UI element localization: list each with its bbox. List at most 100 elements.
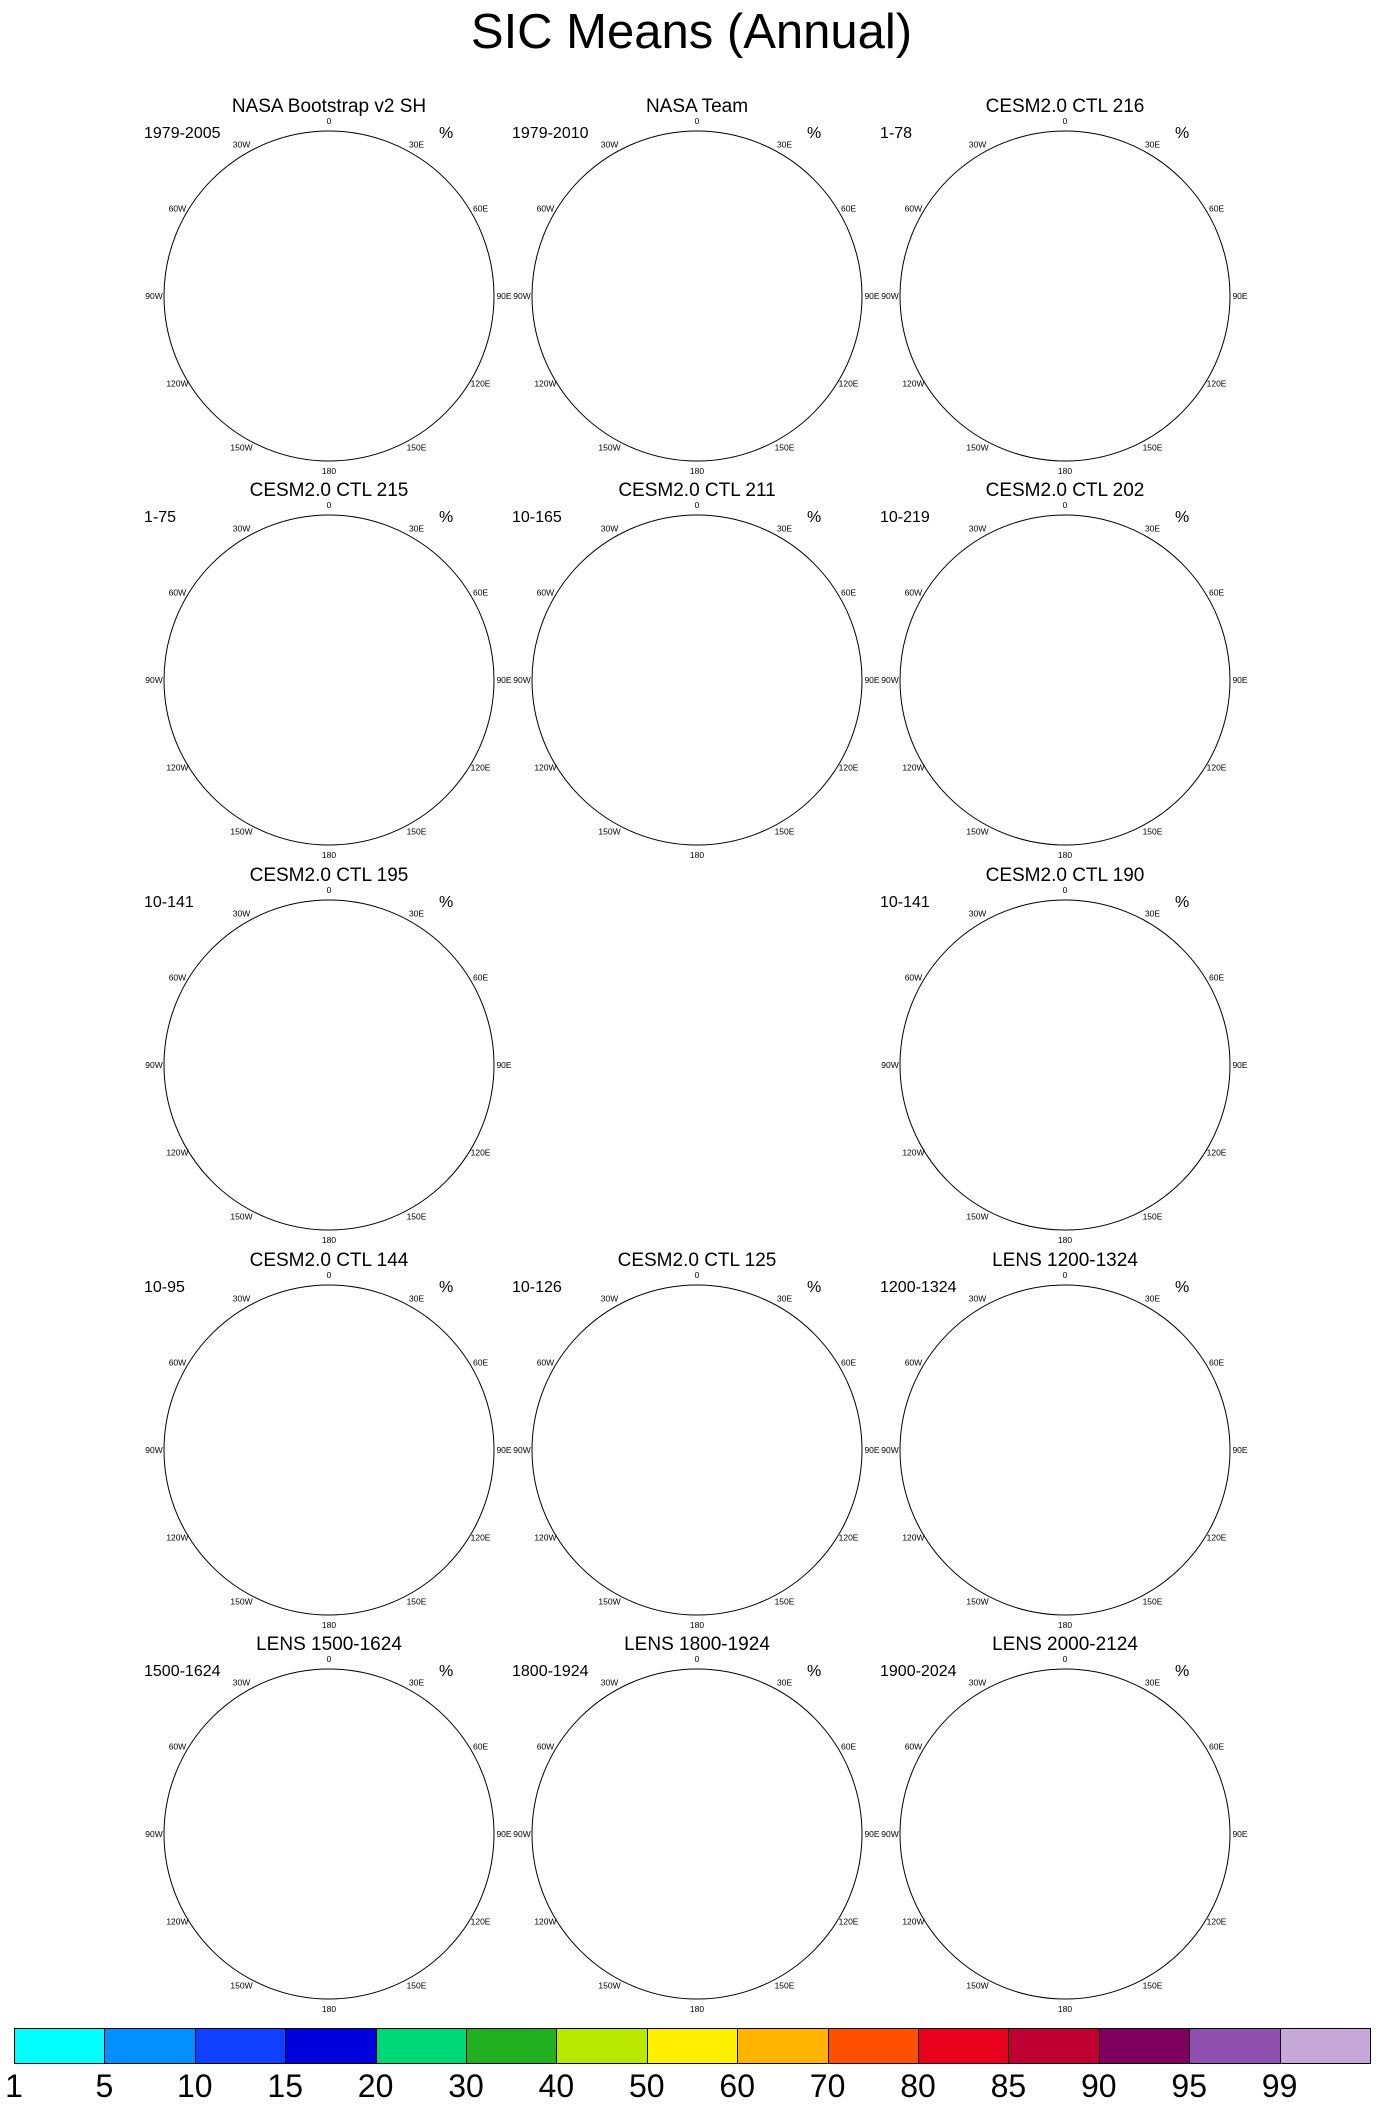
sic-contour-band (752, 331, 811, 412)
sic-contour-band (1120, 1485, 1136, 1525)
sic-contour-band (384, 1485, 398, 1522)
longitude-label: 60W (537, 588, 554, 598)
longitude-label: 30W (233, 139, 250, 149)
kerguelen-island (459, 1402, 463, 1406)
map-boundary (899, 1668, 1231, 2000)
sic-contour-band (384, 331, 417, 387)
longitude-label: 90W (513, 1445, 530, 1455)
south-america-tip (201, 1784, 225, 1798)
longitude-label: 150W (598, 1597, 620, 1607)
sic-contour-band (1120, 1485, 1175, 1564)
colorbar-swatch (827, 2028, 919, 2064)
sic-contour-band (1120, 1485, 1160, 1549)
antarctica-landmass (1120, 331, 1150, 363)
longitude-label: 90W (513, 1829, 530, 1839)
longitude-label: 120E (1207, 763, 1227, 773)
longitude-label: 90W (881, 1445, 898, 1455)
colorbar-label: 20 (357, 2068, 394, 2104)
longitude-label: 150E (775, 1981, 795, 1991)
sic-contour-band (1120, 1485, 1164, 1553)
ice-shelf-area (675, 698, 699, 722)
colorbar-label: 90 (1081, 2068, 1117, 2104)
longitude-label: 60W (537, 1742, 554, 1752)
sic-contour-band (752, 1869, 771, 1912)
ice-shelf-area (307, 1083, 331, 1107)
sic-contour-band (384, 331, 430, 400)
longitude-label: 150W (966, 443, 988, 453)
longitude-label: 150W (230, 443, 252, 453)
longitude-label: 60E (841, 204, 856, 214)
sic-contour-band (752, 1869, 807, 1948)
antarctica-landmass (1120, 715, 1150, 747)
longitude-label: 180 (690, 850, 704, 860)
longitude-label: 60W (905, 973, 922, 983)
longitude-label: 90E (1232, 675, 1247, 685)
colorbar-swatch (285, 2028, 377, 2064)
sic-contour-band (1120, 331, 1165, 399)
sic-contour-band (1120, 331, 1151, 385)
longitude-label: 120W (166, 1917, 188, 1927)
map-boundary (899, 514, 1231, 846)
longitude-label: 60W (905, 1742, 922, 1752)
south-america-tip (569, 1784, 593, 1798)
longitude-label: 30E (409, 908, 424, 918)
kerguelen-island (1195, 248, 1199, 252)
sic-contour-band (752, 1485, 779, 1535)
panel-title: CESM2.0 CTL 144 (249, 1250, 409, 1271)
longitude-label: 90W (145, 1829, 162, 1839)
polar-map: 0 30E 60E 90E 120E 150E 180 150W 120W 90W 60W 30W (145, 116, 512, 476)
longitude-label: 150W (598, 443, 620, 453)
panel-unit-label: % (1175, 125, 1190, 142)
colorbar: 1 5 10 15 20 30 40 50 60 70 80 85 90 95 99 (5, 2028, 1371, 2106)
south-america-tip (937, 630, 961, 644)
antarctica-landmass (752, 1869, 782, 1901)
antarctica-landmass (752, 1485, 782, 1517)
map-panel: CESM2.0 CTL 190 10-141% 0 30E 60E 90E 120E 150E… (845, 865, 1285, 1245)
longitude-label: 150E (1143, 1597, 1163, 1607)
longitude-label: 120W (902, 1148, 924, 1158)
longitude-label: 90W (145, 675, 162, 685)
polar-map: 0 30E 60E 90E 120E 150E 180 150W 120W 90W 60W 30W (513, 1654, 880, 2014)
longitude-label: 0 (695, 1654, 700, 1664)
ice-shelf-area (675, 314, 699, 338)
map-boundary (163, 514, 495, 846)
sic-contour-band (384, 1485, 441, 1564)
panel-unit-label: % (439, 894, 454, 911)
longitude-label: 0 (1063, 1270, 1068, 1280)
sic-weddell-patch (611, 1406, 659, 1434)
longitude-label: 180 (1058, 1620, 1072, 1630)
sic-contour-band (1120, 331, 1156, 390)
longitude-label: 60W (169, 204, 186, 214)
longitude-label: 30W (969, 523, 986, 533)
sic-contour-band (752, 715, 775, 761)
longitude-label: 150E (1143, 827, 1163, 837)
colorbar-label: 85 (990, 2068, 1027, 2104)
panel-unit-label: % (439, 1279, 454, 1296)
panel-year-range: 1-75 (144, 509, 177, 526)
longitude-label: 120W (166, 1148, 188, 1158)
longitude-label: 30E (777, 1677, 792, 1687)
colorbar-swatch (194, 2028, 287, 2064)
sic-weddell-patch (979, 1406, 1027, 1434)
sic-contour-band (1120, 1485, 1146, 1535)
longitude-label: 30W (969, 1293, 986, 1303)
sic-contour-band (384, 1100, 401, 1140)
longitude-label: 30W (969, 1677, 986, 1687)
sic-contour-band (1120, 715, 1156, 774)
colorbar-swatch (1008, 2028, 1100, 2064)
longitude-label: 120E (1207, 1533, 1227, 1543)
sic-contour-band (752, 1485, 772, 1528)
longitude-label: 30E (777, 1293, 792, 1303)
longitude-label: 150E (775, 443, 795, 453)
longitude-label: 90E (496, 675, 511, 685)
colorbar-label: 30 (448, 2068, 484, 2104)
longitude-label: 150W (230, 1212, 252, 1222)
sic-contour-band (384, 1485, 407, 1531)
sic-contour-band (1120, 1100, 1134, 1137)
longitude-label: 120E (1207, 379, 1227, 389)
panel-title: CESM2.0 CTL 202 (985, 480, 1145, 501)
sic-east-sector (759, 331, 792, 336)
longitude-label: 60E (473, 1742, 488, 1752)
map-boundary (531, 514, 863, 846)
polar-map: 0 30E 60E 90E 120E 150E 180 150W 120W 90W 60W 30W (513, 1270, 880, 1630)
